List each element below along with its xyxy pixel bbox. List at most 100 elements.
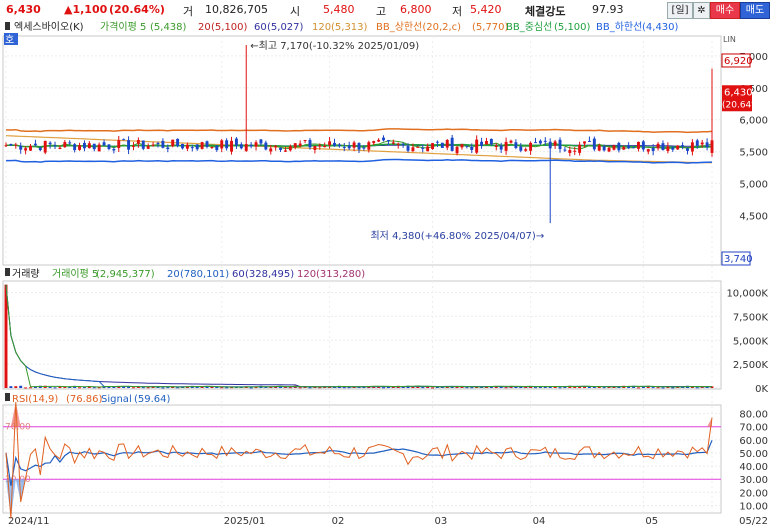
candle-body bbox=[676, 145, 680, 150]
vma5-line bbox=[5, 284, 713, 388]
price-tag-current-box bbox=[722, 85, 752, 112]
volume-bar bbox=[87, 386, 91, 388]
legend-signal: Signal bbox=[101, 394, 132, 405]
volume-bar bbox=[499, 386, 503, 388]
volume-bar bbox=[48, 386, 52, 388]
volume-bar bbox=[215, 386, 219, 388]
candle-body bbox=[587, 140, 591, 142]
candle-body bbox=[205, 141, 209, 147]
volume-bar bbox=[710, 386, 714, 388]
candle-body bbox=[333, 142, 336, 146]
candle-body bbox=[386, 139, 390, 142]
period-day-button[interactable]: [일] bbox=[667, 2, 693, 19]
candle-body bbox=[426, 146, 430, 152]
time-tick-label: 2024/11 bbox=[8, 516, 50, 527]
volume-bar bbox=[220, 387, 224, 389]
volume-bar bbox=[382, 387, 385, 389]
legend-vma60: 60 bbox=[232, 269, 245, 280]
candle-body bbox=[141, 140, 145, 149]
volume-bar bbox=[92, 387, 96, 389]
scale-type: LIN bbox=[723, 35, 736, 44]
candle-body bbox=[641, 141, 645, 150]
candle-body bbox=[695, 140, 699, 146]
label-tab[interactable] bbox=[4, 33, 18, 45]
volume-bar bbox=[391, 386, 395, 388]
candle-body bbox=[298, 143, 302, 146]
volume-bar bbox=[592, 386, 596, 388]
volume-bar bbox=[578, 386, 582, 388]
candle-body bbox=[230, 140, 233, 152]
candle-body bbox=[274, 145, 278, 148]
candle-body bbox=[225, 140, 229, 149]
volume-bar bbox=[460, 386, 464, 388]
candle-body bbox=[666, 146, 670, 151]
candle-body bbox=[534, 142, 537, 144]
volume-bar bbox=[534, 387, 537, 389]
candle-body bbox=[524, 149, 528, 151]
volume-bar bbox=[401, 386, 405, 388]
legend-signal-value: (59.64) bbox=[134, 394, 171, 405]
volume-bar bbox=[583, 386, 586, 388]
low-value: 5,420 bbox=[470, 3, 502, 16]
candle-body bbox=[19, 145, 23, 150]
candle-body bbox=[313, 145, 317, 150]
volume-tick-label: 5,000K bbox=[733, 336, 769, 347]
candle-body bbox=[597, 145, 601, 151]
volume-bar bbox=[9, 386, 13, 388]
legend-ma60-value: (5,027) bbox=[267, 22, 304, 33]
candle-body bbox=[499, 145, 503, 150]
legend-ma20: 20 bbox=[198, 22, 211, 33]
candle-body bbox=[367, 142, 371, 150]
volume-bar bbox=[421, 387, 425, 389]
candle-body bbox=[323, 145, 327, 148]
price-tick-label: 6,500 bbox=[739, 84, 768, 95]
candle-body bbox=[29, 145, 32, 151]
buy-button[interactable]: 매수 bbox=[710, 2, 740, 19]
candle-body bbox=[548, 141, 552, 149]
volume-bar bbox=[455, 386, 459, 388]
candle-body bbox=[4, 145, 8, 147]
time-tick-label: 05 bbox=[645, 516, 658, 527]
candle-body bbox=[210, 146, 214, 148]
volume-bar bbox=[141, 387, 145, 389]
volume-bar bbox=[78, 387, 82, 389]
candle-body bbox=[465, 145, 469, 147]
candle-body bbox=[617, 142, 621, 151]
volume-bar bbox=[587, 386, 591, 388]
volume-bar bbox=[695, 387, 699, 389]
sell-button[interactable]: 매도 bbox=[740, 2, 770, 19]
candle-body bbox=[156, 143, 160, 145]
candle-body bbox=[651, 147, 655, 151]
candle-body bbox=[519, 146, 523, 151]
candle-body bbox=[92, 143, 96, 150]
volume-bar bbox=[504, 387, 508, 389]
volume-bar bbox=[661, 387, 665, 389]
candle-body bbox=[352, 142, 356, 148]
candle-body bbox=[357, 143, 361, 150]
candle-body bbox=[460, 144, 464, 148]
legend-vma20-value: (780,101) bbox=[180, 269, 229, 280]
volume-bar bbox=[465, 387, 469, 389]
gear-icon[interactable]: ✲ bbox=[693, 2, 710, 19]
candle-body bbox=[68, 142, 72, 144]
rsi-line bbox=[5, 401, 713, 519]
volume-bar bbox=[607, 386, 611, 388]
volume-bar bbox=[176, 387, 180, 389]
candle-body bbox=[166, 147, 170, 150]
time-tick-label: 04 bbox=[533, 516, 546, 527]
max-annotation: ←최고 7,170(-10.32% 2025/01/09) bbox=[250, 40, 419, 52]
volume-bar bbox=[529, 386, 533, 388]
volume-bar bbox=[681, 386, 685, 388]
price-legend: 엑세스바이오(K) 가격이평 5 (5,438) 20 (5,100) 60 (… bbox=[5, 20, 679, 33]
quote-header: 6,430 ▲1,100 (20.64%) 거 10,826,705 시 5,4… bbox=[0, 0, 773, 20]
candle-body bbox=[107, 144, 111, 149]
candle-body bbox=[14, 144, 18, 146]
open-label: 시 bbox=[290, 5, 301, 18]
volume-bar bbox=[342, 387, 346, 389]
rsi-tick-label: 60.00 bbox=[739, 436, 768, 447]
candle-body bbox=[127, 140, 131, 150]
candle-body bbox=[102, 142, 106, 146]
candle-body bbox=[538, 140, 542, 144]
legend-rsi-value: (76.86) bbox=[66, 394, 103, 405]
